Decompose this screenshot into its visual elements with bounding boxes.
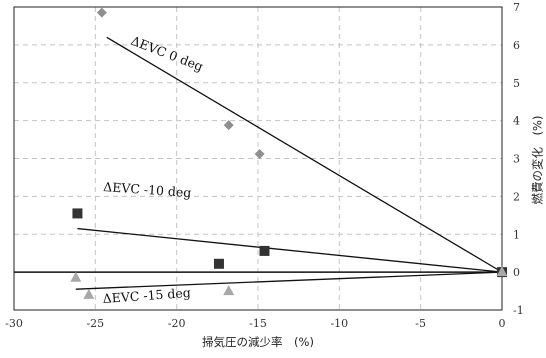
series-label: ΔEVC -10 deg xyxy=(103,179,192,200)
y-tick-label: 7 xyxy=(513,1,520,14)
series-label: ΔEVC 0 deg xyxy=(129,33,205,74)
data-point xyxy=(72,208,83,219)
fit-line xyxy=(75,271,503,290)
fit-lines xyxy=(75,36,503,290)
data-point xyxy=(223,285,235,296)
x-tick-label: 0 xyxy=(499,317,506,330)
plot-border xyxy=(13,6,503,311)
y-tick-label: 3 xyxy=(513,153,520,166)
series-annotations: ΔEVC 0 deg ΔEVC -10 deg ΔEVC -15 deg xyxy=(102,33,205,306)
y-tick-label: 5 xyxy=(513,77,520,90)
data-point xyxy=(213,258,224,269)
x-tick-label: -20 xyxy=(168,317,186,330)
data-points xyxy=(70,7,508,299)
x-tick-label: -5 xyxy=(415,317,426,330)
y-tick-label: 1 xyxy=(513,228,520,241)
y-tick-label: 6 xyxy=(513,39,520,52)
fit-line xyxy=(77,227,503,273)
x-tick-label: -25 xyxy=(86,317,104,330)
y-tick-label: 2 xyxy=(513,190,520,203)
data-point xyxy=(223,120,234,131)
x-axis-title: 掃気圧の減少率 (%) xyxy=(202,335,314,349)
data-point xyxy=(254,148,265,159)
series-label: ΔEVC -15 deg xyxy=(102,285,191,306)
grid xyxy=(14,7,502,310)
plot-frame xyxy=(13,6,503,311)
fit-line xyxy=(106,36,503,273)
y-tick-label: -1 xyxy=(513,304,524,317)
data-point xyxy=(259,245,270,256)
x-tick-label: -10 xyxy=(330,317,348,330)
data-point xyxy=(496,266,508,277)
y-tick-label: 4 xyxy=(513,115,520,128)
y-axis-title: 燃費の変化 (%) xyxy=(531,116,545,205)
data-point xyxy=(96,7,107,18)
x-tick-label: -15 xyxy=(249,317,267,330)
data-point xyxy=(83,288,95,299)
data-point xyxy=(70,271,82,282)
x-tick-label: -30 xyxy=(5,317,23,330)
y-tick-label: 0 xyxy=(513,266,520,279)
